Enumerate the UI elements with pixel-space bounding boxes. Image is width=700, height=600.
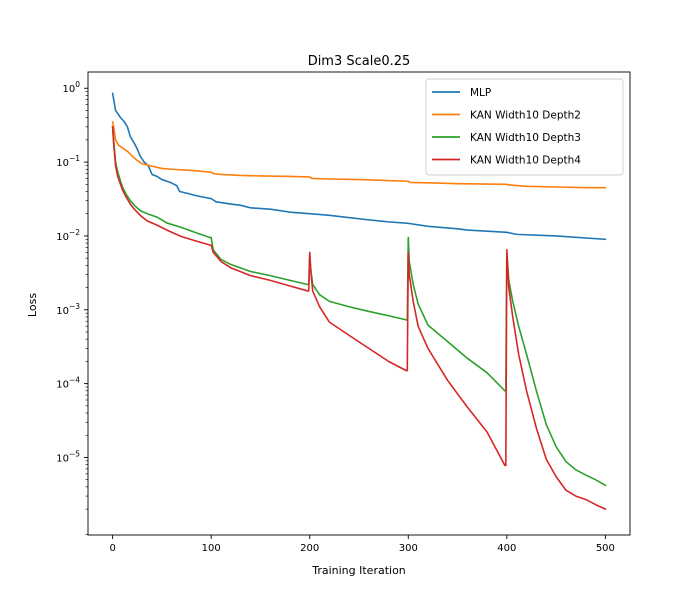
- y-tick-label: 10−2: [56, 228, 80, 243]
- x-axis-label: Training Iteration: [311, 564, 406, 577]
- legend-label: KAN Width10 Depth2: [470, 110, 581, 122]
- series-layer: [111, 92, 607, 511]
- series-line-4: [111, 126, 607, 511]
- plot-frame: [87, 71, 631, 536]
- y-tick-label: 10−1: [56, 154, 80, 169]
- x-tick-label: 400: [497, 543, 516, 554]
- legend-label: KAN Width10 Depth3: [470, 132, 581, 144]
- y-tick-label: 10−3: [56, 302, 80, 317]
- series-line-2: [111, 120, 607, 189]
- series-line-1: [111, 92, 607, 241]
- x-tick-label: 100: [202, 543, 221, 554]
- x-tick-label: 300: [399, 543, 418, 554]
- legend-box: [425, 78, 624, 176]
- legend-label: MLP: [470, 87, 491, 99]
- y-tick-label: 10−5: [56, 449, 80, 464]
- x-tick-label: 500: [596, 543, 615, 554]
- series-line-3: [111, 126, 607, 487]
- y-tick-label: 100: [62, 80, 80, 95]
- x-tick-label: 0: [109, 543, 115, 554]
- y-axis-label: Loss: [26, 293, 39, 317]
- legend-label: KAN Width10 Depth4: [470, 155, 581, 167]
- legend: MLP KAN Width10 Depth2 KAN Width10 Depth3 K…: [425, 78, 624, 176]
- x-tick-label: 200: [300, 543, 319, 554]
- chart-title: Dim3 Scale0.25: [308, 54, 411, 69]
- axes-layer: 0 100 200 300 400 500 100 10−1 10−2 10−3 10−4 10−5: [56, 71, 631, 554]
- y-tick-label: 10−4: [56, 376, 80, 391]
